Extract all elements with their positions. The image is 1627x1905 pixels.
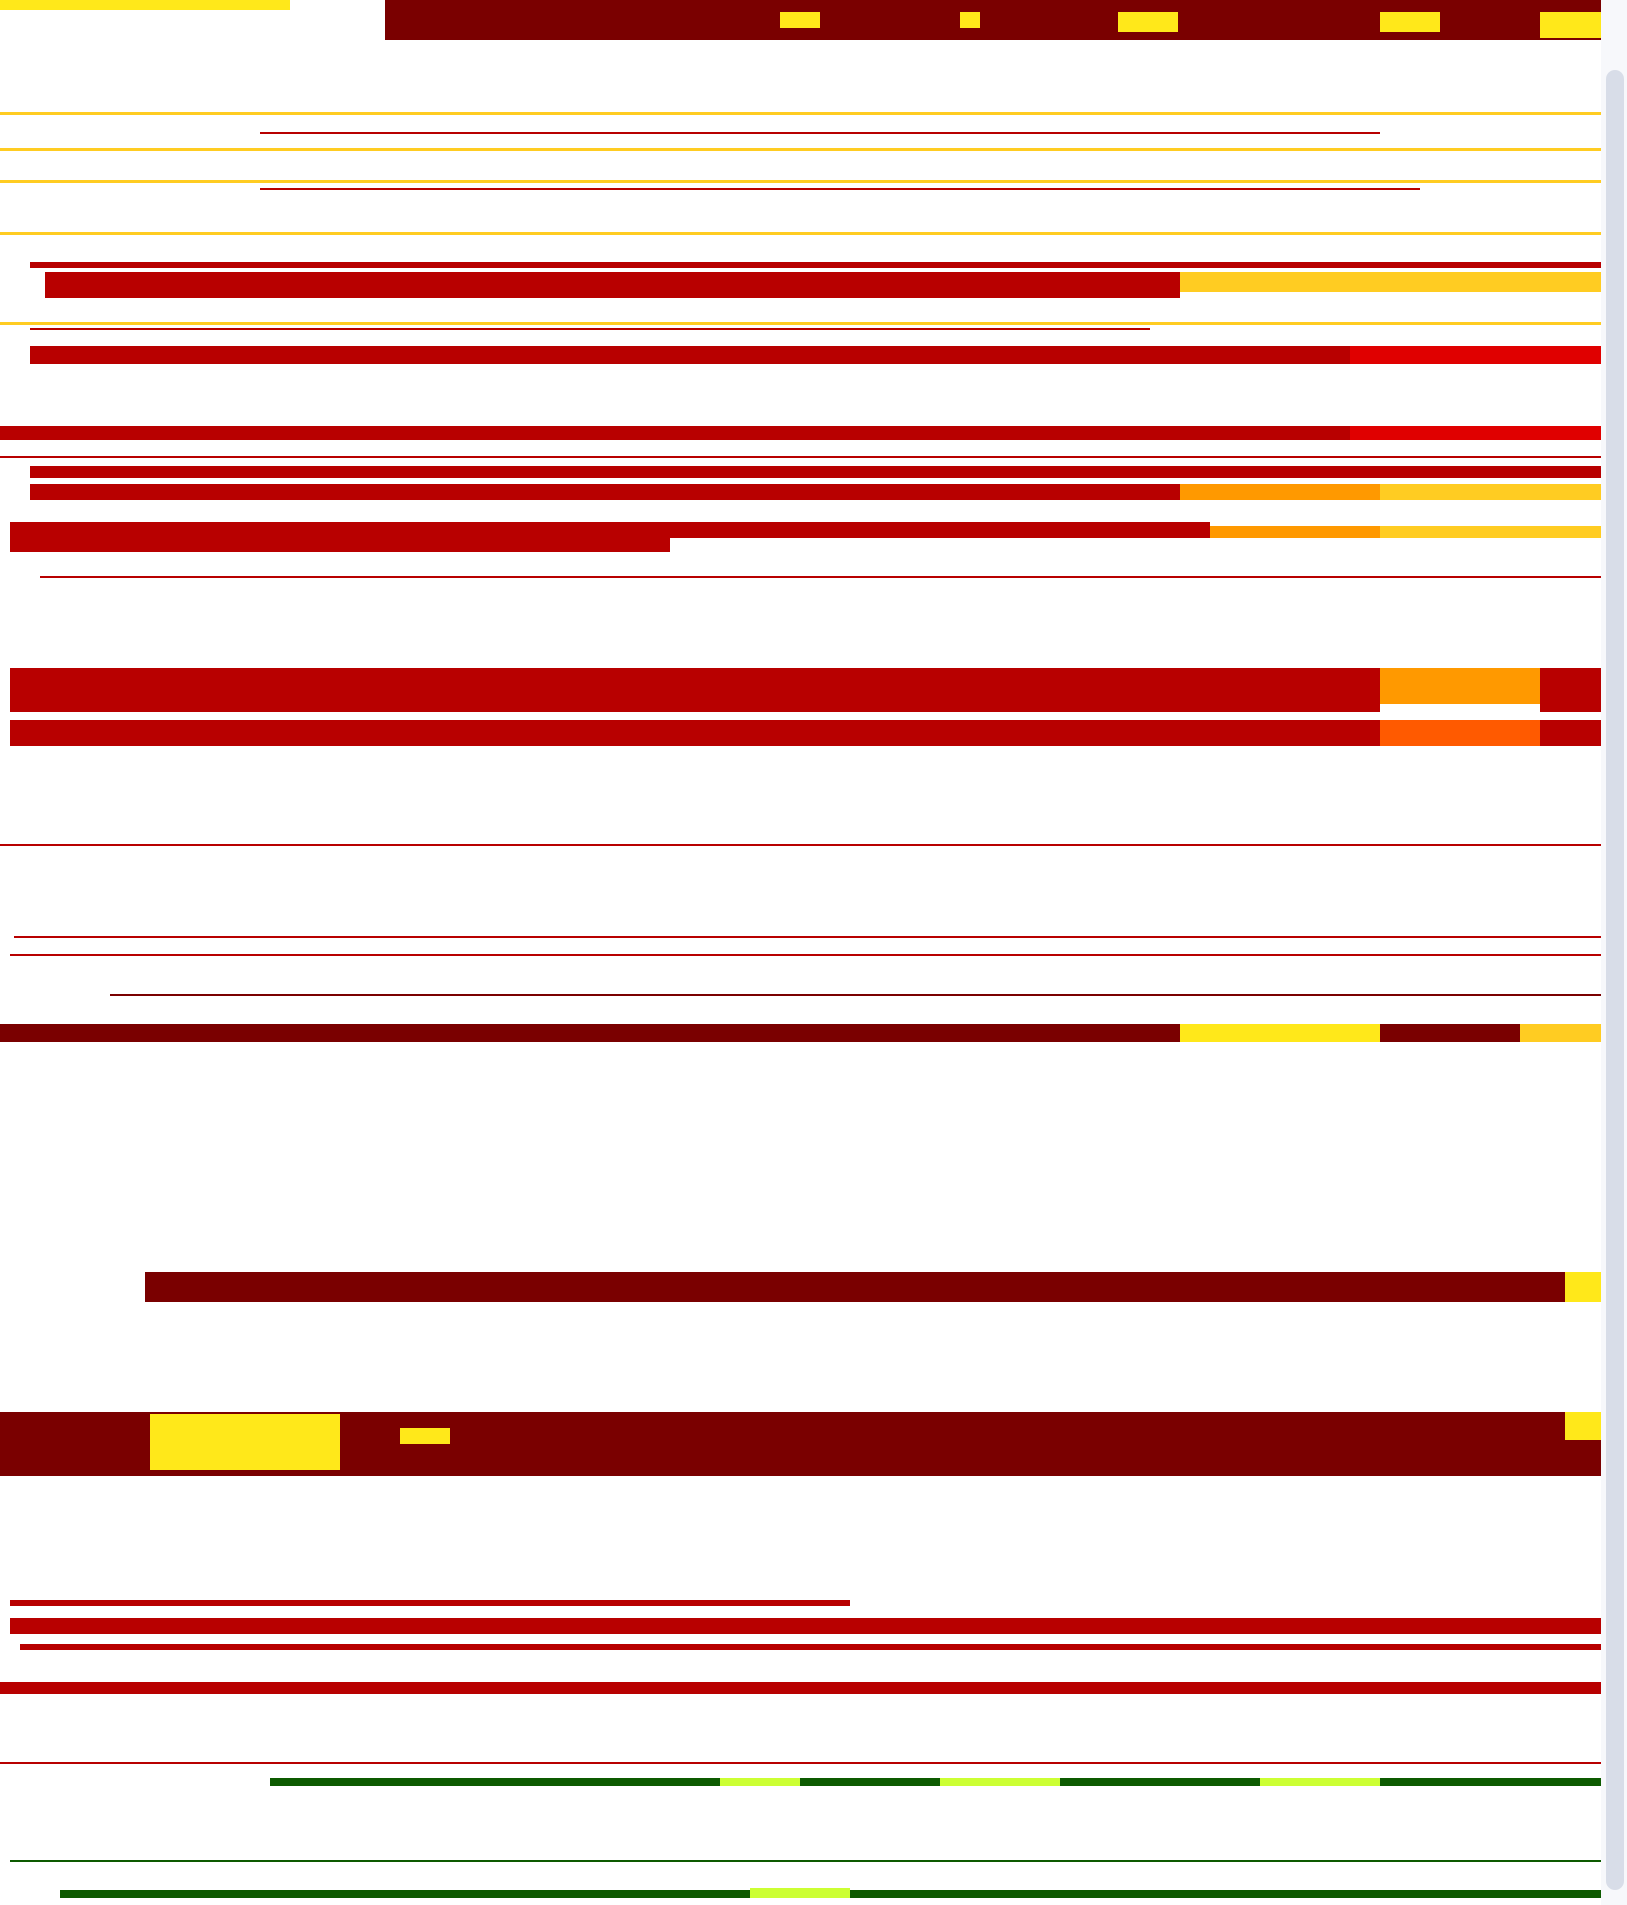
band-lines-2-segment — [0, 232, 1627, 235]
band-8-segment — [400, 1428, 450, 1444]
band-4-segment — [10, 522, 670, 552]
band-4-segment — [40, 576, 1627, 578]
band-5-segment — [1380, 668, 1540, 704]
scrollbar-thumb[interactable] — [1606, 70, 1624, 1890]
band-4-segment — [1350, 426, 1627, 440]
band-4-segment — [30, 484, 1180, 500]
band-4-segment — [1210, 526, 1380, 538]
band-4-segment — [670, 522, 1210, 538]
band-8-segment — [150, 1414, 340, 1470]
band-3-segment — [1180, 272, 1627, 292]
band-lines-2-segment — [0, 180, 1627, 183]
band-3-segment — [30, 328, 1150, 330]
band-top-1-segment — [960, 12, 980, 28]
band-10-segment — [1260, 1778, 1380, 1786]
band-lines-2-segment — [0, 148, 1627, 151]
band-3-segment — [30, 346, 1350, 364]
band-lines-2-segment — [0, 112, 1627, 115]
band-6-segment — [110, 994, 1627, 996]
vertical-scrollbar[interactable] — [1601, 0, 1627, 1905]
band-10-segment — [0, 1762, 1627, 1764]
band-4-segment — [0, 426, 1350, 440]
band-5-segment — [1380, 720, 1540, 746]
band-9-segment — [20, 1644, 1627, 1650]
band-top-1-segment — [780, 12, 820, 28]
band-7-segment — [145, 1272, 1565, 1302]
band-4-segment — [1380, 484, 1627, 500]
band-6-segment — [14, 936, 1627, 938]
band-10-segment — [940, 1778, 1060, 1786]
band-6-segment — [1520, 1024, 1627, 1042]
band-6-segment — [0, 1024, 1180, 1042]
band-9-segment — [10, 1600, 850, 1606]
band-top-1-segment — [385, 0, 1627, 10]
band-10-segment — [10, 1860, 1627, 1862]
band-3-segment — [1350, 346, 1627, 364]
band-4-segment — [1380, 526, 1627, 538]
band-top-1-segment — [385, 10, 1627, 40]
band-lines-2-segment — [260, 132, 1380, 134]
band-top-1-segment — [1118, 12, 1178, 32]
band-4-segment — [30, 466, 1627, 478]
band-5-segment — [10, 668, 1380, 712]
band-10-segment — [720, 1778, 800, 1786]
band-3-segment — [45, 272, 1180, 298]
band-3-segment — [30, 262, 1627, 268]
band-top-1-segment — [0, 0, 290, 10]
band-4-segment — [1180, 484, 1380, 500]
band-top-1-segment — [1380, 12, 1440, 32]
band-6-segment — [10, 954, 1627, 956]
band-9-segment — [10, 1618, 1627, 1634]
band-10-segment — [750, 1888, 850, 1898]
band-3-segment — [0, 322, 1627, 325]
band-6-segment — [1180, 1024, 1380, 1042]
band-6-segment — [1380, 1024, 1520, 1042]
band-lines-2-segment — [260, 188, 1420, 190]
band-6-segment — [0, 844, 1627, 846]
band-5-segment — [10, 720, 1380, 746]
band-4-segment — [0, 456, 1627, 458]
band-9-segment — [0, 1682, 1627, 1694]
